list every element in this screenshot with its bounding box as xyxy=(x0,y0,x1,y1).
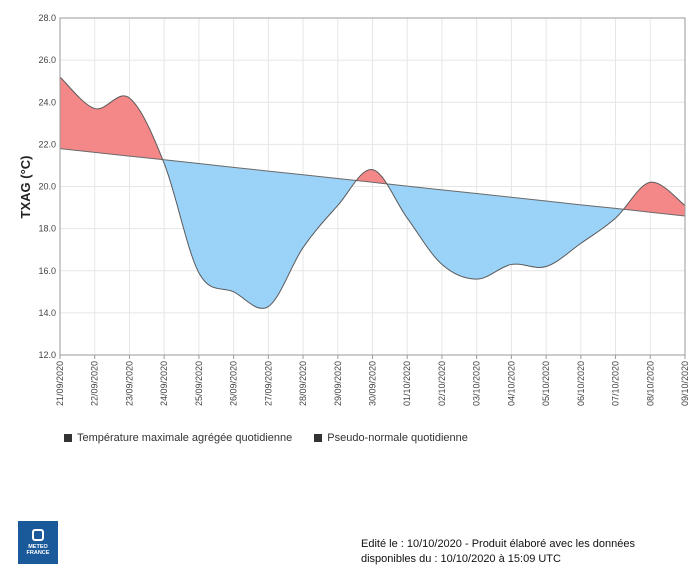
legend-swatch xyxy=(64,434,72,442)
y-tick-label: 22.0 xyxy=(38,139,56,149)
y-axis-label: TXAG (°C) xyxy=(18,156,33,219)
legend-label: Température maximale agrégée quotidienne xyxy=(77,432,293,444)
x-tick-label: 05/10/2020 xyxy=(541,361,551,406)
x-ticks: 21/09/2020 22/09/2020 23/09/2020 24/09/2020… xyxy=(55,355,690,406)
x-tick-label: 08/10/2020 xyxy=(645,361,655,406)
x-tick-label: 28/09/2020 xyxy=(298,361,308,406)
legend-item-normal[interactable]: Pseudo-normale quotidienne xyxy=(314,432,468,444)
meteo-france-logo: METEO FRANCE xyxy=(18,521,58,564)
legend-swatch xyxy=(314,434,323,442)
series-line-temperature xyxy=(59,76,686,309)
x-tick-label: 22/09/2020 xyxy=(90,361,100,406)
logo-icon xyxy=(32,529,44,541)
x-tick-label: 09/10/2020 xyxy=(680,361,690,406)
x-tick-label: 24/09/2020 xyxy=(159,361,169,406)
grid xyxy=(59,17,686,356)
footer-line-2: disponibles du : 10/10/2020 à 15:09 UTC xyxy=(361,553,561,565)
footer-line-1: Edité le : 10/10/2020 - Produit élaboré … xyxy=(361,538,635,550)
x-tick-label: 23/09/2020 xyxy=(124,361,134,406)
series-lines xyxy=(59,76,686,309)
legend-item-tx[interactable]: Température maximale agrégée quotidienne xyxy=(64,432,292,444)
x-tick-label: 26/09/2020 xyxy=(229,361,239,406)
x-tick-label: 04/10/2020 xyxy=(506,361,516,406)
y-tick-label: 26.0 xyxy=(38,55,56,65)
y-tick-label: 16.0 xyxy=(38,266,56,276)
x-tick-label: 07/10/2020 xyxy=(611,361,621,406)
x-tick-label: 02/10/2020 xyxy=(437,361,447,406)
y-tick-label: 18.0 xyxy=(38,224,56,234)
x-tick-label: 06/10/2020 xyxy=(576,361,586,406)
x-tick-label: 27/09/2020 xyxy=(263,361,273,406)
y-tick-label: 14.0 xyxy=(38,308,56,318)
x-tick-label: 21/09/2020 xyxy=(55,361,65,406)
deviation-areas xyxy=(60,76,685,309)
y-tick-label: 12.0 xyxy=(38,350,56,360)
area-below-normal xyxy=(60,148,685,309)
footer-note: Edité le : 10/10/2020 - Produit élaboré … xyxy=(361,537,691,567)
y-tick-label: 28.0 xyxy=(38,13,56,23)
legend: Température maximale agrégée quotidienne… xyxy=(64,432,468,444)
y-tick-label: 20.0 xyxy=(38,182,56,192)
logo-text: METEO FRANCE xyxy=(26,544,50,556)
chart: 12.0 14.0 16.0 18.0 20.0 22.0 24.0 26.0 28.0 21/… xyxy=(18,13,690,406)
x-tick-label: 03/10/2020 xyxy=(472,361,482,406)
y-ticks: 12.0 14.0 16.0 18.0 20.0 22.0 24.0 26.0 28.0 xyxy=(38,13,56,360)
series-line-normal xyxy=(59,148,686,217)
legend-label: Pseudo-normale quotidienne xyxy=(327,432,468,444)
y-tick-label: 24.0 xyxy=(38,97,56,107)
x-tick-label: 25/09/2020 xyxy=(194,361,204,406)
x-tick-label: 01/10/2020 xyxy=(402,361,412,406)
x-tick-label: 29/09/2020 xyxy=(333,361,343,406)
x-tick-label: 30/09/2020 xyxy=(368,361,378,406)
